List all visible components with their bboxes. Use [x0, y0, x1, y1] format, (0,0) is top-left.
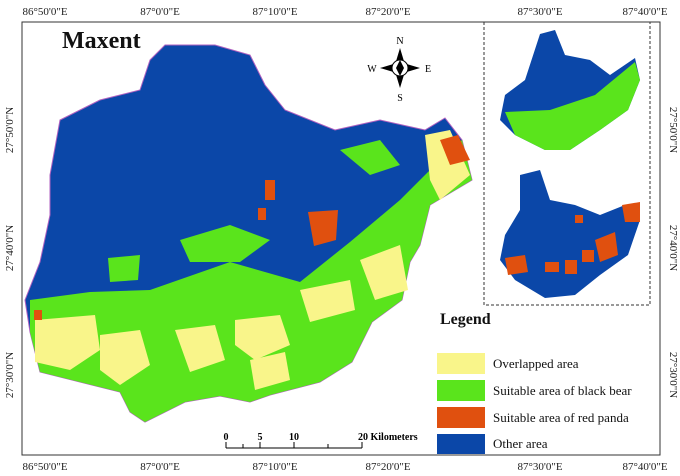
scale-label: 5	[258, 432, 263, 443]
legend-label: Other area	[493, 436, 548, 451]
coord-label: 27°50'0"N	[667, 107, 679, 153]
main-map	[24, 44, 473, 423]
scale-bar: 0 5 10 20 Kilometers	[224, 432, 418, 449]
coord-label: 27°30'0"N	[4, 352, 16, 398]
coord-label: 87°40'0"E	[622, 6, 667, 18]
legend-swatch	[437, 434, 485, 454]
legend-title: Legend	[440, 311, 491, 328]
coord-label: 87°30'0"E	[517, 6, 562, 18]
coord-label: 27°50'0"N	[4, 107, 16, 153]
scale-label: 20 Kilometers	[358, 432, 418, 443]
map-title: Maxent	[62, 28, 141, 54]
coord-label: 27°30'0"N	[667, 352, 679, 398]
coord-label: 86°50'0"E	[22, 461, 67, 473]
bottom-labels: 86°50'0"E 87°0'0"E 87°10'0"E 87°20'0"E 8…	[22, 461, 667, 473]
coord-label: 27°40'0"N	[667, 225, 679, 271]
legend-swatch	[437, 353, 485, 374]
scale-label: 0	[224, 432, 229, 443]
legend-swatch	[437, 407, 485, 428]
scale-label: 10	[289, 432, 299, 443]
right-labels: 27°50'0"N 27°40'0"N 27°30'0"N	[667, 107, 679, 398]
top-labels: 86°50'0"E 87°0'0"E 87°10'0"E 87°20'0"E 8…	[22, 6, 667, 18]
coord-label: 87°0'0"E	[140, 461, 180, 473]
coord-label: 87°20'0"E	[365, 6, 410, 18]
coord-label: 87°30'0"E	[517, 461, 562, 473]
compass-label: W	[367, 64, 377, 75]
compass-label: N	[396, 36, 403, 47]
coord-label: 86°50'0"E	[22, 6, 67, 18]
coord-label: 87°40'0"E	[622, 461, 667, 473]
coord-label: 87°10'0"E	[252, 6, 297, 18]
legend-label: Suitable area of red panda	[493, 410, 629, 425]
compass: N S E W	[367, 36, 431, 104]
legend-label: Overlapped area	[493, 356, 579, 371]
compass-label: E	[425, 64, 431, 75]
legend-swatch	[437, 380, 485, 401]
coord-label: 27°40'0"N	[4, 225, 16, 271]
legend: Legend Overlapped area Suitable area of …	[437, 311, 632, 454]
legend-label: Suitable area of black bear	[493, 383, 632, 398]
inset-maps	[500, 30, 640, 298]
coord-label: 87°0'0"E	[140, 6, 180, 18]
left-labels: 27°50'0"N 27°40'0"N 27°30'0"N	[4, 107, 16, 398]
coord-label: 87°10'0"E	[252, 461, 297, 473]
compass-label: S	[397, 93, 403, 104]
coord-label: 87°20'0"E	[365, 461, 410, 473]
inset-frame	[483, 21, 651, 306]
map-frame	[21, 21, 661, 456]
